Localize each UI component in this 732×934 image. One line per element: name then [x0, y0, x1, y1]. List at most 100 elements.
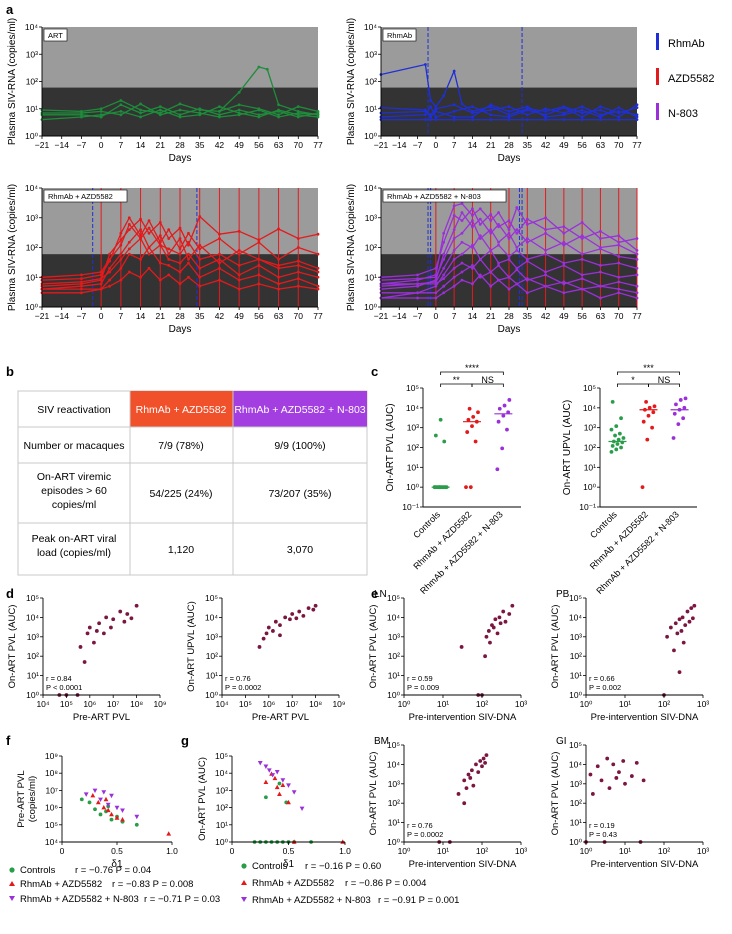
series-point [507, 219, 511, 223]
group-point [433, 433, 438, 438]
legend-g-azd-label: RhmAb + AZD5582 [252, 878, 334, 889]
series-point [489, 248, 493, 252]
series-point [237, 273, 241, 277]
series-point [80, 280, 83, 284]
series-point [599, 115, 602, 119]
y-tick-label: 10³ [365, 49, 377, 59]
y-tick-label: 10⁵ [387, 593, 400, 603]
series-point [617, 287, 621, 291]
series-point [580, 118, 584, 121]
series-point [478, 207, 482, 211]
y-tick-label: 10¹ [26, 272, 38, 282]
scatter-point-triangle-up [103, 796, 109, 802]
table-cell-value: 1,120 [168, 544, 194, 556]
y-axis-label: Plasma SIV-RNA (copies/ml) [346, 18, 357, 145]
y-tick-label: 10⁴ [205, 612, 218, 622]
category-label: RhmAb + AZD5582 [588, 509, 650, 571]
y-tick-label: 10⁰ [569, 690, 582, 700]
y-tick-label: 10⁰ [25, 131, 38, 141]
series-point [617, 240, 621, 244]
y-tick-label: 10² [26, 243, 38, 253]
legend-g-controls-label: Controls [252, 861, 288, 872]
scatter-point [617, 770, 621, 775]
series-point [452, 275, 456, 279]
series-point [452, 228, 456, 231]
x-tick-label: 35 [195, 140, 205, 150]
series-point [119, 109, 123, 113]
y-tick-label: 10⁴ [406, 403, 419, 413]
scatter-point [273, 619, 278, 624]
series-point [544, 107, 547, 111]
y-tick-label: 10⁴ [583, 403, 596, 413]
scatter-point [634, 760, 639, 765]
series-point [460, 219, 464, 223]
scatter-point [129, 616, 134, 621]
series-point [80, 291, 83, 295]
series-point [471, 213, 474, 217]
x-tick-label: −7 [77, 140, 87, 150]
series-point [460, 270, 464, 274]
x-tick-label: 21 [486, 311, 496, 321]
group-point [473, 439, 478, 444]
series-point [525, 240, 529, 244]
series-point [277, 108, 280, 112]
series-point [452, 237, 456, 240]
x-tick-label: 10⁴ [36, 699, 49, 709]
y-tick-label: 10⁴ [364, 22, 377, 32]
series-point [424, 113, 427, 117]
series-point [434, 296, 438, 300]
scatter-point [675, 631, 680, 636]
series-point [452, 109, 456, 113]
x-tick-label: 70 [294, 140, 304, 150]
series-point [218, 278, 221, 282]
series-point [257, 238, 261, 242]
x-tick-label: 56 [254, 311, 264, 321]
x-tick-label: 0.5 [283, 846, 295, 856]
legend-f-azd-stat: r = −0.83 P = 0.008 [112, 879, 193, 890]
x-axis-label: Pre-ART PVL [252, 712, 309, 723]
x-tick-label: 63 [596, 311, 606, 321]
series-point [139, 257, 142, 261]
stat-r: r = 0.84 [46, 674, 72, 683]
series-point [139, 228, 142, 231]
x-tick-label: 77 [313, 140, 323, 150]
y-axis-label: On-ART UPVL (AUC) [186, 601, 197, 692]
x-tick-label: 21 [156, 140, 166, 150]
table-cell-value: 54/225 (24%) [149, 488, 212, 500]
series-point [617, 255, 621, 258]
series-point [471, 243, 474, 247]
x-tick-label: −21 [374, 311, 389, 321]
series-point [80, 277, 83, 281]
series-point [237, 264, 241, 267]
scatter-point [82, 660, 87, 664]
legend-f-azd-label: RhmAb + AZD5582 [20, 879, 102, 890]
x-tick-label: 10⁰ [580, 846, 593, 856]
series-point [452, 103, 456, 107]
x-tick-label: 10⁵ [239, 699, 252, 709]
x-tick-label: 10⁴ [215, 699, 228, 709]
scatter-point [283, 615, 288, 620]
table-header-cell-rhmab-azd [130, 391, 233, 427]
x-tick-label: 0 [433, 311, 438, 321]
group-point [652, 404, 657, 409]
x-tick-label: −7 [413, 311, 423, 321]
legend-g-controls-stat: r = −0.16 P = 0.60 [305, 861, 381, 872]
series-point [562, 106, 566, 110]
series-point [80, 115, 83, 119]
series-point [544, 109, 547, 113]
x-tick-label: −14 [392, 311, 407, 321]
series-point [218, 261, 221, 265]
y-tick-label: 10⁰ [25, 302, 38, 312]
series-point [562, 280, 566, 284]
series-point [316, 270, 320, 274]
x-tick-label: 0 [99, 140, 104, 150]
table-cell-label: Peak on-ART viral load (copies/ml) [32, 533, 117, 559]
series-point [178, 102, 182, 106]
series-point [599, 296, 602, 300]
y-tick-label: 10⁵ [406, 383, 419, 393]
series-point [277, 113, 280, 117]
series-point [635, 252, 639, 256]
series-point [80, 284, 83, 288]
